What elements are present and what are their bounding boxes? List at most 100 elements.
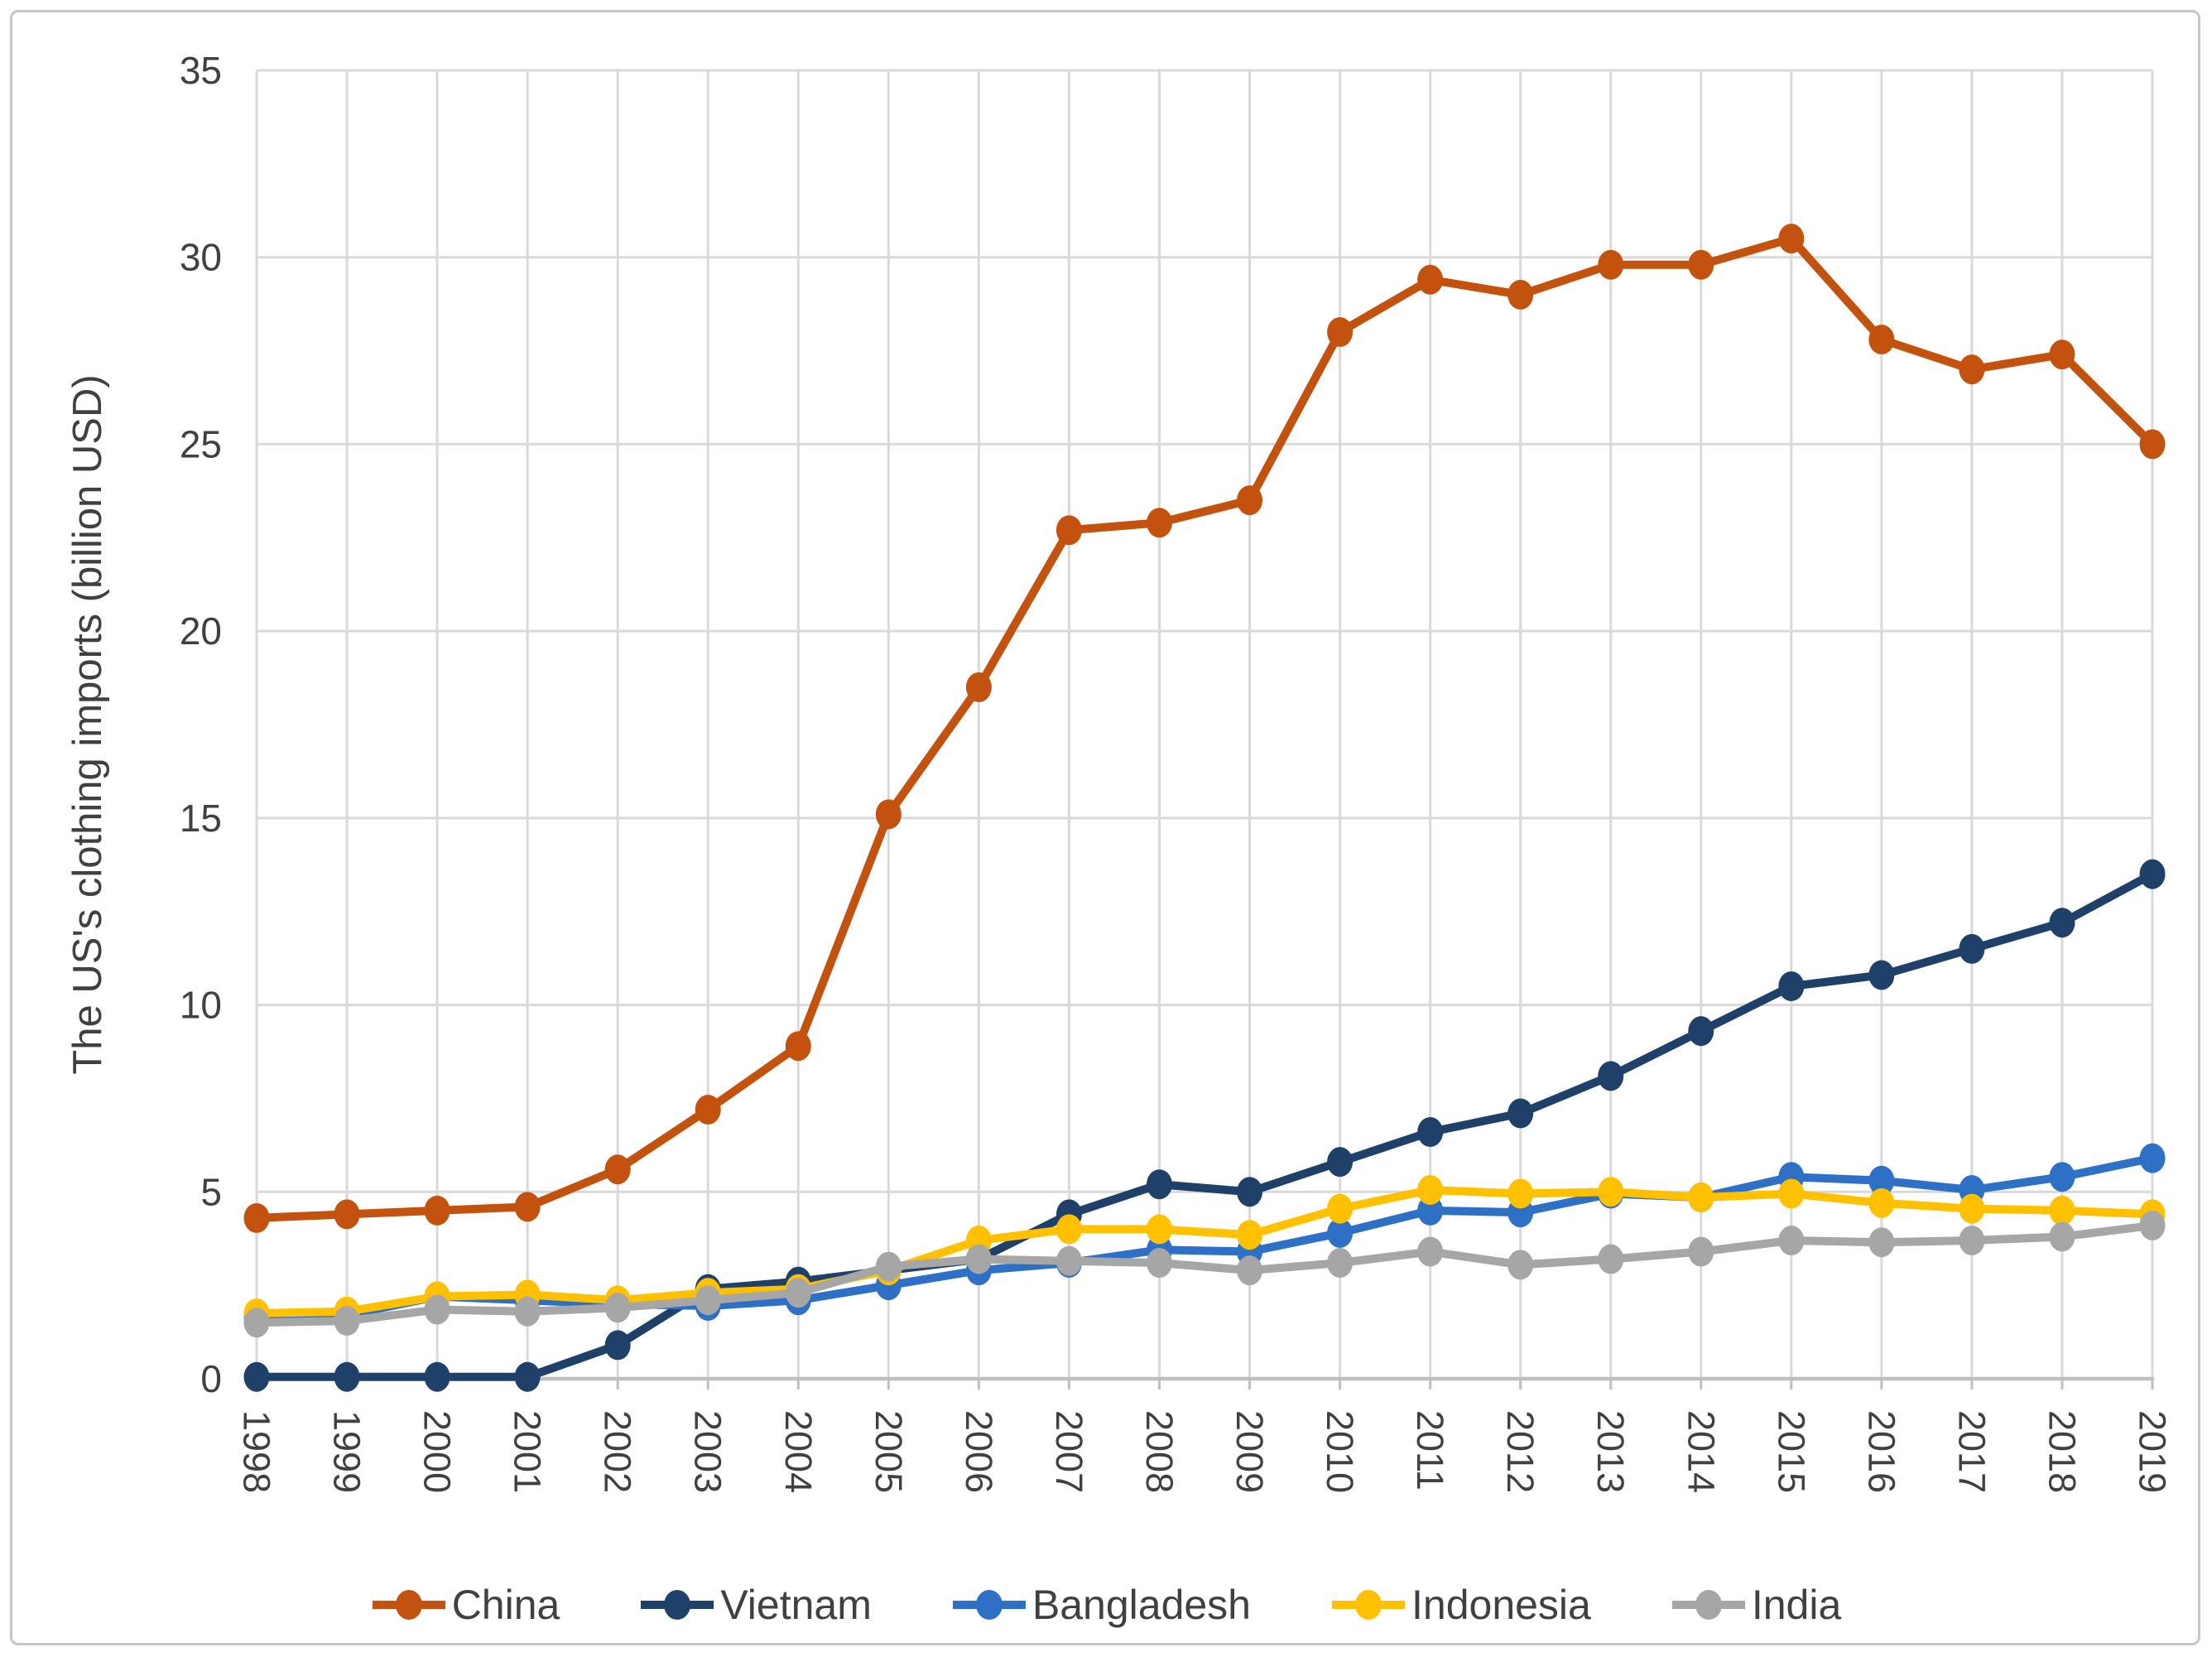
- chart-legend: China Vietnam Bangladesh Indonesia India: [0, 1568, 2212, 1642]
- data-point-china-2008: [1146, 508, 1172, 538]
- data-point-china-2012: [1508, 279, 1534, 310]
- y-axis-title: The US's clothing imports (billion USD): [65, 374, 110, 1074]
- data-point-vietnam-1998: [243, 1361, 270, 1392]
- legend-dot: [395, 1590, 422, 1620]
- data-point-indonesia-2016: [1868, 1187, 1895, 1218]
- x-axis-tick-labels: 1998 1999 2000 2001 2002 2003 2004 2005 2006 2007…: [236, 1410, 2174, 1493]
- x-tick-label-2017: 2017: [1950, 1410, 1993, 1493]
- data-point-china-2017: [1959, 354, 1985, 385]
- data-point-india-1999: [334, 1306, 360, 1337]
- data-point-china-2000: [424, 1195, 450, 1226]
- data-point-china-2004: [785, 1031, 811, 1062]
- data-point-india-2009: [1237, 1255, 1263, 1286]
- data-point-india-2002: [604, 1293, 631, 1323]
- legend-dot: [1695, 1590, 1722, 1620]
- data-point-indonesia-2013: [1598, 1177, 1624, 1207]
- series-china: [243, 224, 2166, 1233]
- data-point-bangladesh-2016: [1868, 1165, 1895, 1196]
- data-point-india-1998: [243, 1308, 270, 1338]
- x-tick-label-2013: 2013: [1589, 1410, 1632, 1493]
- data-point-indonesia-2015: [1778, 1178, 1805, 1209]
- data-point-bangladesh-2018: [2049, 1162, 2075, 1192]
- y-tick-label-10: 10: [180, 984, 222, 1027]
- data-point-china-2013: [1598, 249, 1624, 280]
- legend-item-bangladesh: Bangladesh: [951, 1581, 1251, 1629]
- x-tick-label-2012: 2012: [1499, 1410, 1541, 1493]
- data-point-vietnam-1999: [334, 1361, 360, 1392]
- y-tick-label-0: 0: [200, 1357, 222, 1400]
- data-point-vietnam-2019: [2139, 859, 2166, 889]
- data-point-indonesia-2017: [1959, 1193, 1985, 1224]
- data-point-china-2011: [1417, 264, 1444, 295]
- data-point-vietnam-2018: [2049, 908, 2075, 938]
- data-point-bangladesh-2010: [1327, 1217, 1354, 1248]
- y-axis-tick-labels: 0 5 10 15 20 25 30 35: [180, 49, 222, 1400]
- series-line-indonesia: [252, 1186, 2157, 1317]
- y-tick-label-35: 35: [180, 49, 222, 92]
- legend-dot: [1355, 1590, 1382, 1620]
- x-tick-label-2018: 2018: [2041, 1410, 2083, 1493]
- data-point-india-2001: [514, 1296, 541, 1327]
- data-point-china-2018: [2049, 340, 2075, 370]
- data-point-china-2007: [1056, 515, 1082, 546]
- y-tick-label-30: 30: [180, 236, 222, 279]
- legend-line-marker-icon: [372, 1590, 445, 1620]
- legend-label-india: India: [1751, 1582, 1842, 1628]
- x-tick-label-2011: 2011: [1409, 1410, 1451, 1491]
- data-point-china-2006: [965, 672, 992, 702]
- data-point-india-2000: [424, 1294, 450, 1325]
- data-point-vietnam-2011: [1417, 1117, 1444, 1148]
- legend-label-vietnam: Vietnam: [720, 1582, 872, 1628]
- y-tick-label-20: 20: [180, 609, 222, 653]
- data-point-vietnam-2015: [1778, 971, 1805, 1001]
- legend-item-india: India: [1671, 1581, 1841, 1629]
- data-point-china-2014: [1688, 249, 1714, 280]
- x-tick-label-2003: 2003: [687, 1410, 729, 1493]
- data-point-india-2004: [785, 1278, 811, 1308]
- x-tick-label-2005: 2005: [868, 1410, 910, 1493]
- data-point-indonesia-2010: [1327, 1193, 1354, 1224]
- series-india: [243, 1210, 2166, 1338]
- legend-label-china: China: [451, 1582, 560, 1628]
- legend-label-indonesia: Indonesia: [1411, 1582, 1591, 1628]
- data-point-vietnam-2016: [1868, 960, 1895, 990]
- x-tick-label-2010: 2010: [1319, 1410, 1361, 1493]
- x-tick-label-2014: 2014: [1680, 1410, 1722, 1493]
- data-point-india-2007: [1056, 1245, 1082, 1276]
- data-point-indonesia-2018: [2049, 1195, 2075, 1226]
- data-point-india-2010: [1327, 1248, 1354, 1279]
- data-point-indonesia-2011: [1417, 1175, 1444, 1206]
- x-tick-label-2001: 2001: [507, 1410, 549, 1493]
- data-point-india-2016: [1868, 1227, 1895, 1258]
- legend-line-marker-icon: [952, 1590, 1026, 1620]
- data-point-india-2011: [1417, 1236, 1444, 1267]
- data-point-vietnam-2012: [1508, 1098, 1534, 1129]
- legend-dot: [975, 1590, 1003, 1620]
- data-point-indonesia-2007: [1056, 1214, 1082, 1245]
- vertical-gridlines: [255, 70, 2154, 1390]
- series-line-india: [252, 1221, 2157, 1327]
- data-point-china-2002: [604, 1154, 631, 1185]
- legend-dot: [664, 1590, 691, 1620]
- data-point-vietnam-2009: [1237, 1177, 1263, 1207]
- y-tick-label-15: 15: [180, 797, 222, 840]
- data-point-indonesia-2009: [1237, 1220, 1263, 1250]
- x-tick-label-2002: 2002: [597, 1410, 639, 1493]
- data-point-india-2005: [875, 1251, 902, 1282]
- data-point-china-2010: [1327, 317, 1354, 347]
- data-point-vietnam-2014: [1688, 1016, 1714, 1047]
- data-point-vietnam-2013: [1598, 1061, 1624, 1091]
- x-tick-label-2015: 2015: [1770, 1410, 1812, 1493]
- data-point-bangladesh-2019: [2139, 1143, 2166, 1173]
- data-point-india-2014: [1688, 1236, 1714, 1267]
- data-point-india-2018: [2049, 1221, 2075, 1252]
- y-tick-label-25: 25: [180, 422, 222, 465]
- data-point-india-2019: [2139, 1210, 2166, 1240]
- x-tick-label-1998: 1998: [236, 1410, 278, 1493]
- legend-line-marker-icon: [1671, 1590, 1745, 1620]
- data-point-india-2006: [965, 1244, 992, 1274]
- x-tick-label-2004: 2004: [777, 1410, 820, 1493]
- data-point-china-2019: [2139, 429, 2166, 460]
